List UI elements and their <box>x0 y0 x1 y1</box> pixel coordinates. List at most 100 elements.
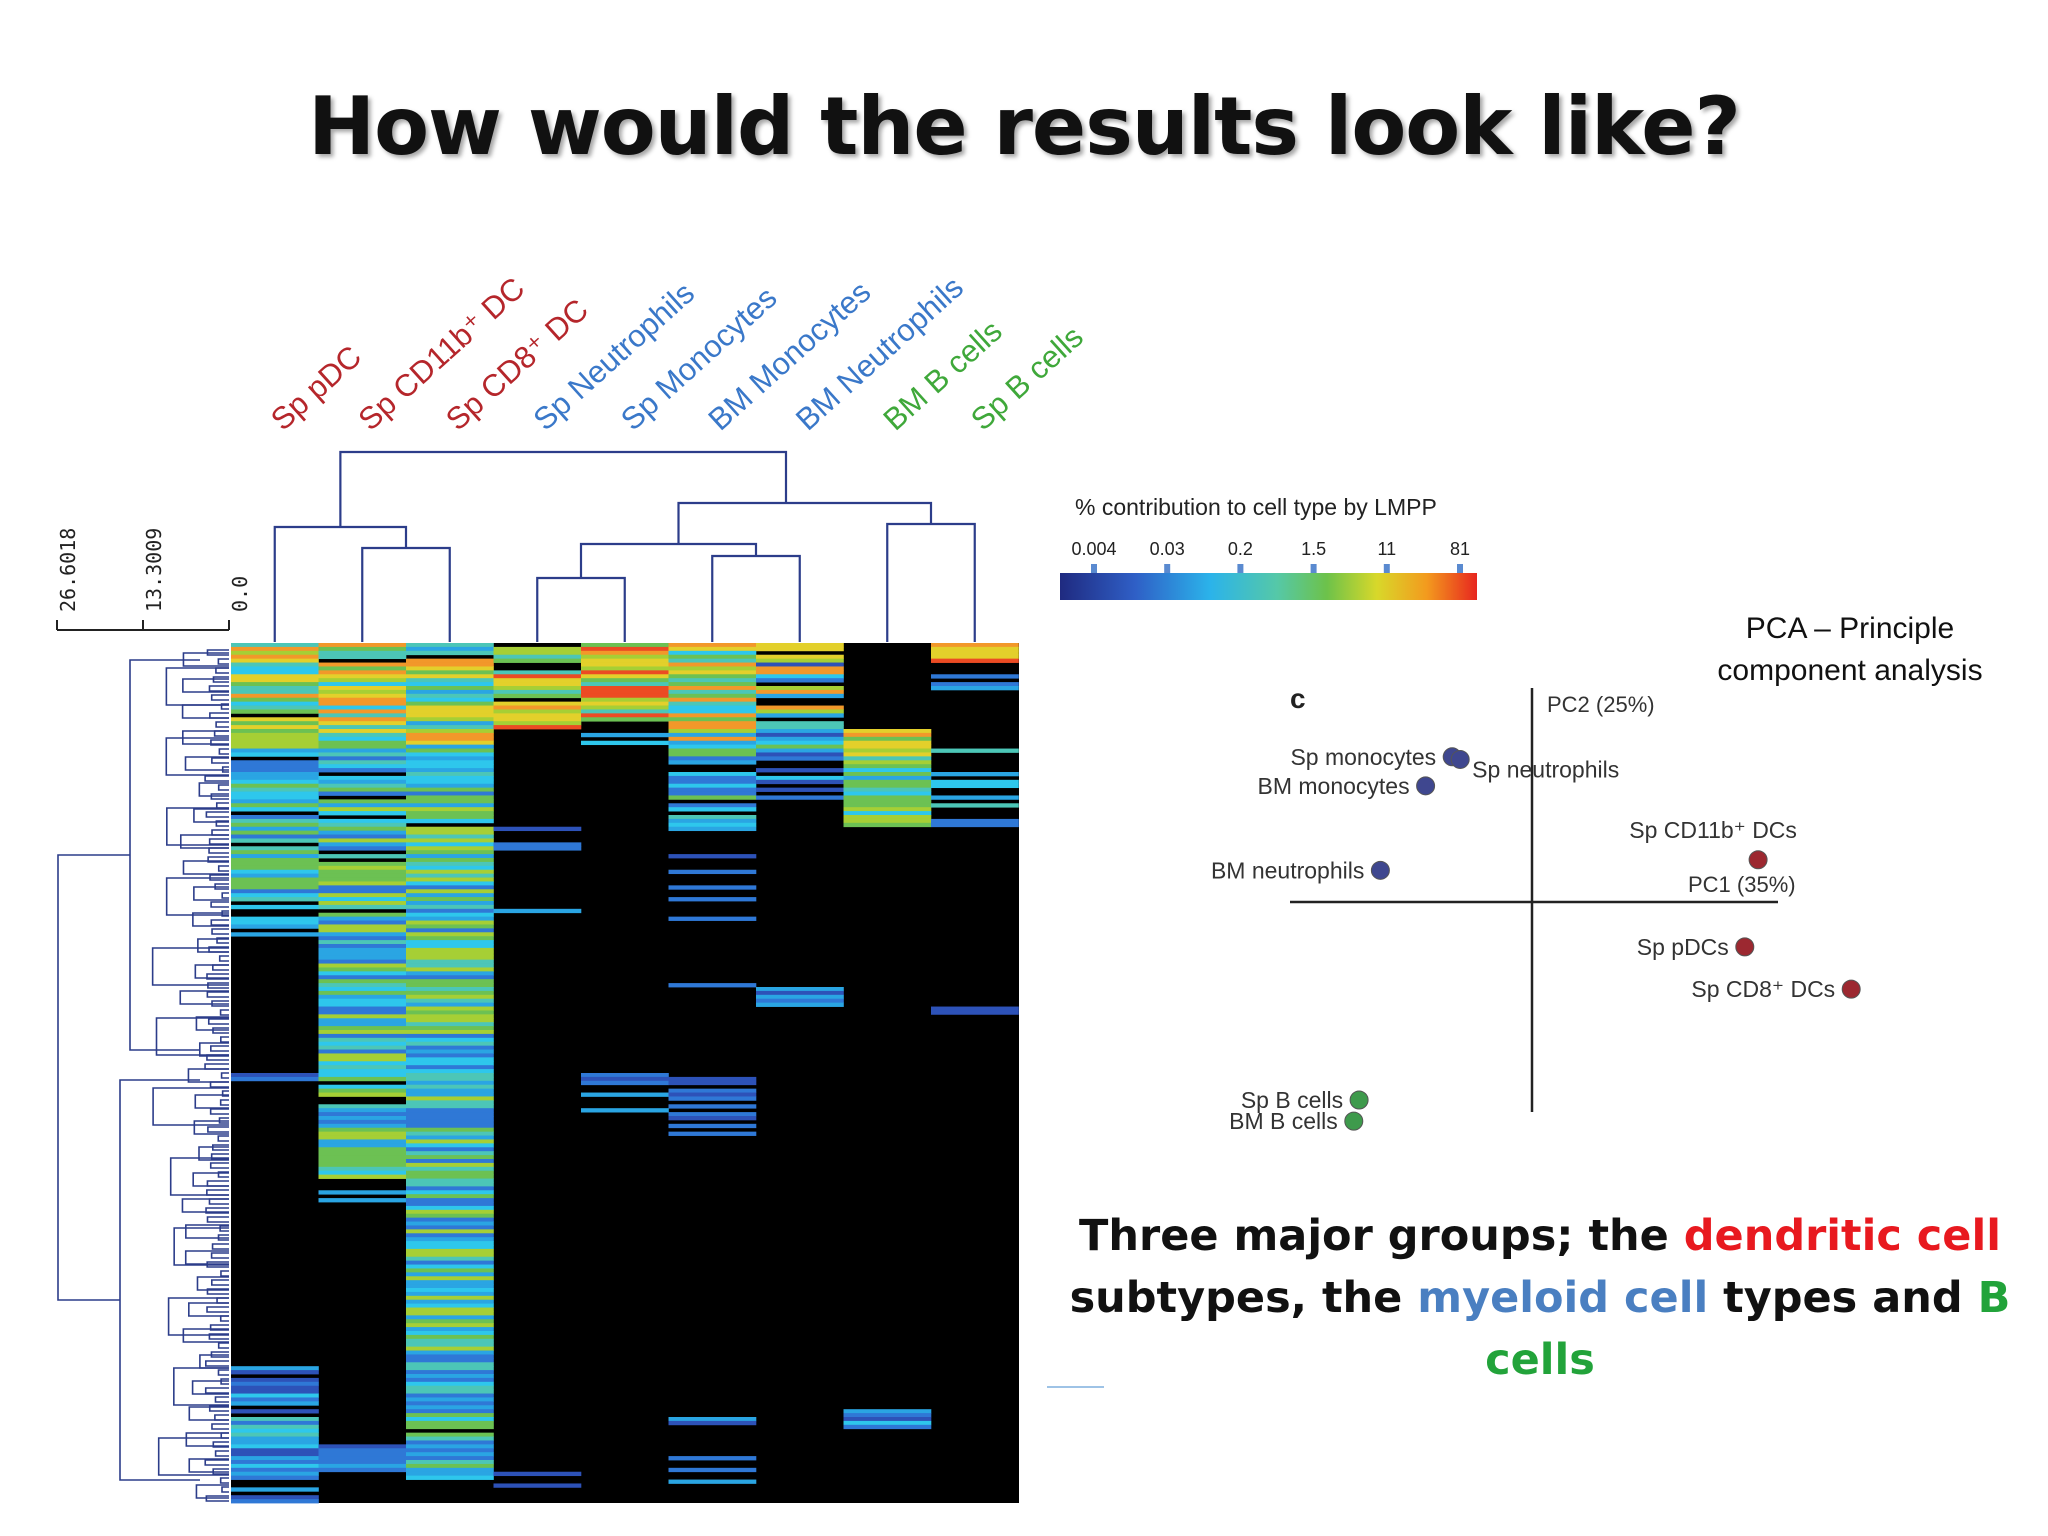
heatmap-cell <box>406 1186 494 1191</box>
row-dendrogram-link <box>165 877 229 916</box>
heatmap-cell <box>318 1174 407 1179</box>
heatmap-cell <box>318 830 407 835</box>
row-dendrogram-link <box>206 991 229 998</box>
row-dendrogram-link <box>182 678 229 693</box>
heatmap-cell <box>406 1327 494 1332</box>
heatmap-cell <box>756 643 844 648</box>
heatmap-cell <box>406 1229 494 1234</box>
row-dendrogram-link <box>214 1396 229 1403</box>
row-dendrogram-link <box>208 1405 229 1412</box>
heatmap-cell <box>318 1131 407 1136</box>
colorbar-tick-label: 0.2 <box>1228 539 1253 559</box>
heatmap-cell <box>406 1037 494 1043</box>
heatmap-cell <box>668 686 757 691</box>
heatmap-cell <box>406 1456 494 1461</box>
heatmap-cell <box>406 1006 494 1011</box>
heatmap-cell <box>668 1096 757 1101</box>
row-dendrogram-link <box>194 1094 229 1109</box>
heatmap-cell <box>493 670 582 675</box>
heatmap-cell <box>406 682 494 687</box>
heatmap-cell <box>406 1241 494 1246</box>
heatmap-cell <box>231 654 319 660</box>
heatmap-cell <box>493 713 582 718</box>
heatmap-cell <box>406 1076 494 1082</box>
heatmap-cell <box>231 1424 319 1430</box>
heatmap-cell <box>318 881 407 886</box>
heatmap-cell <box>406 1162 494 1168</box>
heatmap-cell <box>231 1440 319 1445</box>
decorative-line <box>1047 1386 1104 1388</box>
heatmap-cell <box>581 666 669 671</box>
heatmap-cell <box>756 779 844 785</box>
row-dendrogram-link <box>217 865 229 872</box>
heatmap-cell <box>406 979 494 984</box>
colorbar-tick <box>1164 564 1171 573</box>
heatmap-cell <box>231 1420 319 1426</box>
heatmap-cell <box>406 643 494 648</box>
heatmap-cell <box>406 1334 494 1340</box>
heatmap-cell <box>231 830 319 835</box>
heatmap-cell <box>231 881 319 886</box>
row-dendrogram-link <box>207 856 229 863</box>
heatmap-cell <box>756 768 844 773</box>
heatmap-cell <box>406 1252 494 1258</box>
row-dendrogram-link <box>219 1009 229 1016</box>
heatmap-cell <box>493 725 582 730</box>
heatmap-cell <box>493 654 582 660</box>
row-dendrogram-link <box>217 658 229 665</box>
heatmap-cell <box>406 1119 494 1125</box>
heatmap-cell <box>231 1436 319 1441</box>
heatmap-cell <box>406 650 494 656</box>
heatmap-cell <box>668 643 757 648</box>
heatmap-cell <box>406 861 494 867</box>
heatmap-cell <box>756 654 844 660</box>
heatmap-cell <box>668 689 757 695</box>
row-dendrogram-link <box>220 1036 229 1043</box>
heatmap-cell <box>318 686 407 691</box>
heatmap-cell <box>756 752 844 757</box>
heatmap-cell <box>406 1237 494 1242</box>
heatmap-cell <box>318 791 407 796</box>
heatmap-cell <box>406 1350 494 1355</box>
heatmap-cell <box>406 1002 494 1007</box>
heatmap-cell <box>668 826 757 832</box>
heatmap-cell <box>406 1303 494 1308</box>
heatmap-cell <box>231 689 319 695</box>
heatmap-cell <box>668 1104 757 1109</box>
summary-text: Three major groups; the dendritic cell s… <box>1040 1205 2040 1391</box>
row-dendrogram-link <box>218 955 229 962</box>
heatmap-cell <box>318 1084 407 1090</box>
row-dendrogram-link <box>210 919 229 926</box>
heatmap-cell <box>406 1311 494 1316</box>
heatmap-cell <box>668 674 757 679</box>
heatmap-cell <box>668 1420 757 1426</box>
heatmap-cell <box>581 670 669 675</box>
heatmap-cell <box>406 1174 494 1179</box>
heatmap-cell <box>318 803 407 808</box>
heatmap-cell <box>931 650 1019 656</box>
heatmap-cell <box>843 818 932 824</box>
heatmap-cell <box>756 705 844 710</box>
heatmap-cell <box>318 1143 407 1148</box>
heatmap-cell <box>318 654 407 660</box>
heatmap-cell <box>406 1366 494 1371</box>
heatmap-cell <box>231 732 319 738</box>
heatmap-cell <box>406 916 494 921</box>
heatmap-cell <box>756 709 844 714</box>
heatmap-cell <box>231 670 319 675</box>
heatmap-cell <box>406 838 494 843</box>
heatmap-cell <box>406 994 494 1000</box>
heatmap-cell <box>931 658 1019 663</box>
heatmap-cell <box>406 1205 494 1211</box>
row-dendrogram-link <box>215 721 229 728</box>
heatmap-cell <box>231 1381 319 1387</box>
row-dendrogram-link <box>57 854 130 1301</box>
heatmap-cell <box>843 756 932 761</box>
row-dendrogram-link <box>187 1068 229 1083</box>
heatmap-cell <box>231 1377 319 1383</box>
heatmap-cell <box>406 881 494 886</box>
row-dendrogram-link <box>173 1367 229 1406</box>
heatmap-cell <box>231 1417 319 1422</box>
heatmap-cell <box>406 1315 494 1320</box>
heatmap-cell <box>318 701 407 706</box>
